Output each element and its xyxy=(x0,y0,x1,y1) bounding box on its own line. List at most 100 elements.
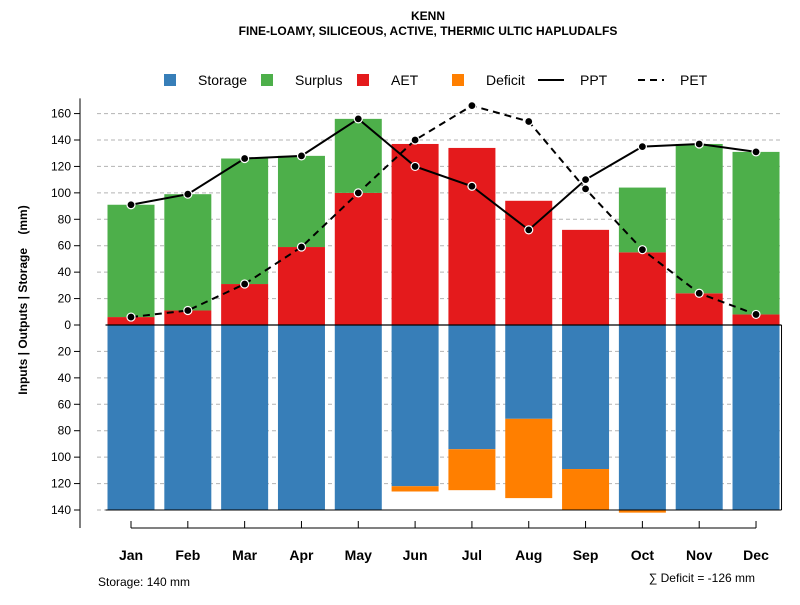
ppt-point xyxy=(126,200,136,210)
bar-aet xyxy=(334,192,382,325)
y-tick-label: 100 xyxy=(51,450,71,464)
bar-storage xyxy=(221,325,269,510)
bar-deficit xyxy=(448,449,496,491)
chart-subtitle: FINE-LOAMY, SILICEOUS, ACTIVE, THERMIC U… xyxy=(239,24,618,38)
legend-swatch-aet xyxy=(357,74,369,86)
x-tick-label: Jul xyxy=(462,547,482,563)
legend-label-aet: AET xyxy=(391,72,419,88)
x-tick-label: Mar xyxy=(232,547,257,563)
legend-label-deficit: Deficit xyxy=(486,72,525,88)
y-tick-label: 100 xyxy=(51,186,71,200)
y-tick-label: 20 xyxy=(58,292,72,306)
y-tick-label: 40 xyxy=(58,265,72,279)
y-tick-label: 0 xyxy=(64,318,71,332)
bar-storage xyxy=(618,325,666,510)
pet-point xyxy=(467,101,477,111)
bar-deficit xyxy=(562,469,610,510)
bar-surplus xyxy=(732,151,780,315)
bar-surplus xyxy=(221,158,269,285)
bar-aet xyxy=(391,143,439,325)
series-lines xyxy=(126,101,761,322)
bar-storage xyxy=(277,325,325,510)
axes: 160 140 120 100 80 60 40 20 0 20 40 60 80 100 120 140 Ja… xyxy=(51,98,769,563)
x-tick-label: Aug xyxy=(515,547,542,563)
ppt-point xyxy=(296,151,307,161)
bar-aet xyxy=(618,252,666,325)
legend: Storage Surplus AET Deficit PPT PET xyxy=(164,72,708,88)
legend-swatch-storage xyxy=(164,74,176,86)
bar-surplus xyxy=(277,155,325,248)
bar-aet xyxy=(277,247,325,325)
bar-deficit xyxy=(618,509,666,513)
legend-label-pet: PET xyxy=(680,72,708,88)
bar-storage xyxy=(732,325,780,510)
pet-point xyxy=(637,245,647,255)
y-tick-label: 80 xyxy=(58,424,72,438)
ppt-point xyxy=(240,153,250,164)
pet-point xyxy=(410,135,420,145)
bar-deficit xyxy=(505,418,553,499)
bar-storage xyxy=(391,325,439,487)
bar-storage xyxy=(334,325,382,510)
ppt-point xyxy=(353,114,363,124)
bar-storage xyxy=(107,325,155,510)
pet-line xyxy=(130,104,757,319)
bar-storage xyxy=(562,325,610,470)
pet-point xyxy=(126,312,136,322)
ppt-point xyxy=(694,139,704,149)
legend-swatch-surplus xyxy=(261,74,273,86)
x-tick-label: Apr xyxy=(289,547,314,563)
bar-aet xyxy=(732,314,780,325)
x-tick-label: Oct xyxy=(631,547,655,563)
pet-point xyxy=(580,184,591,194)
x-tick-label: Jan xyxy=(119,547,143,563)
y-tick-label: 120 xyxy=(51,159,71,173)
y-tick-label: 160 xyxy=(51,107,71,121)
x-tick-label: Feb xyxy=(175,547,200,563)
y-tick-label: 60 xyxy=(58,239,72,253)
bar-storage xyxy=(164,325,212,510)
bar-surplus xyxy=(675,143,723,294)
y-tick-label: 120 xyxy=(51,477,71,491)
bar-aet xyxy=(675,293,723,325)
bar-surplus xyxy=(618,187,666,253)
pet-point xyxy=(353,188,363,198)
bar-aet xyxy=(448,147,496,325)
ppt-point xyxy=(524,225,534,235)
ppt-point xyxy=(410,161,420,172)
bar-aet xyxy=(164,310,212,325)
bar-storage xyxy=(675,325,723,510)
legend-label-storage: Storage xyxy=(198,72,247,88)
y-axis-label: Inputs | Outputs | Storage (mm) xyxy=(16,205,30,394)
ppt-point xyxy=(183,189,193,199)
y-tick-label: 40 xyxy=(58,371,72,385)
y-tick-label: 140 xyxy=(51,503,71,517)
pet-point xyxy=(183,305,193,316)
chart-title: KENN xyxy=(411,9,445,23)
legend-label-ppt: PPT xyxy=(580,72,608,88)
pet-point xyxy=(751,309,761,320)
y-tick-label: 140 xyxy=(51,133,71,147)
pet-point xyxy=(694,288,704,298)
ppt-point xyxy=(751,147,761,157)
bar-surplus xyxy=(107,204,155,318)
bar-deficit xyxy=(391,486,439,492)
legend-label-surplus: Surplus xyxy=(295,72,342,88)
x-tick-label: Nov xyxy=(686,547,713,563)
y-tick-label: 80 xyxy=(58,212,72,226)
pet-point xyxy=(296,242,307,252)
ppt-point xyxy=(467,181,477,191)
pet-point xyxy=(524,116,534,127)
bar-surplus xyxy=(164,194,212,311)
bars xyxy=(105,118,783,513)
ppt-line xyxy=(130,117,757,232)
y-tick-label: 20 xyxy=(58,344,72,358)
ppt-point xyxy=(637,142,647,152)
bar-aet xyxy=(221,284,269,325)
pet-point xyxy=(240,279,250,289)
x-tick-label: Dec xyxy=(743,547,769,563)
legend-swatch-deficit xyxy=(452,74,464,86)
bar-aet xyxy=(562,229,610,325)
x-tick-label: Jun xyxy=(403,547,428,563)
